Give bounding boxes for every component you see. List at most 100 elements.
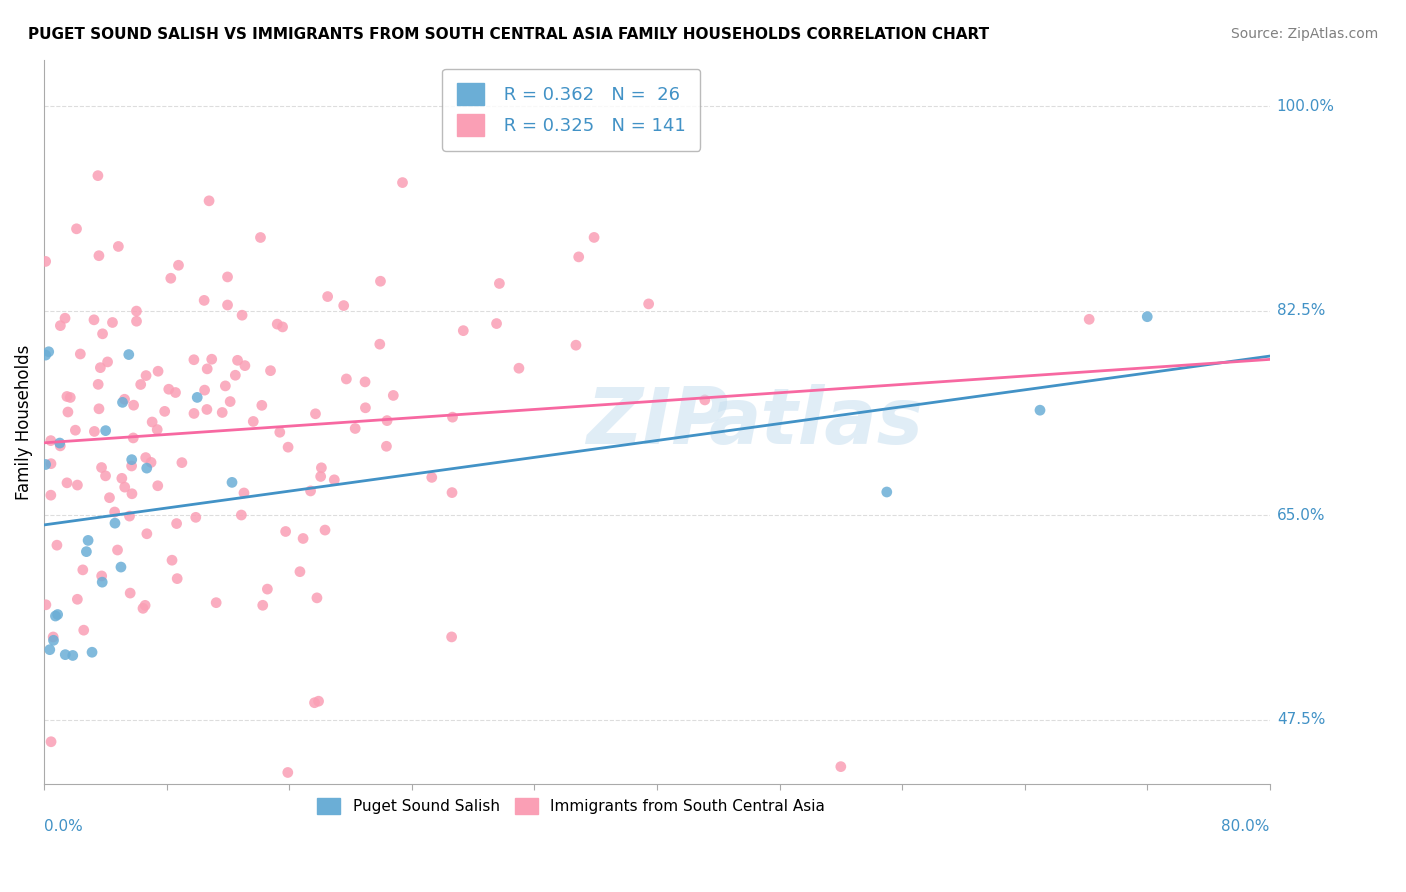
Point	[166, 572, 188, 586]
Point	[382, 388, 405, 402]
Point	[167, 258, 190, 272]
Point	[80, 645, 103, 659]
Point	[159, 271, 181, 285]
Legend: Puget Sound Salish, Immigrants from South Central Asia: Puget Sound Salish, Immigrants from Sout…	[311, 792, 831, 820]
Point	[139, 455, 162, 469]
Point	[565, 338, 588, 352]
Point	[485, 317, 508, 331]
Point	[132, 601, 155, 615]
Point	[87, 169, 110, 183]
Text: 0.0%: 0.0%	[44, 819, 83, 834]
Point	[53, 311, 76, 326]
Point	[48, 436, 70, 450]
Point	[75, 544, 97, 558]
Point	[269, 425, 291, 440]
Point	[65, 222, 87, 236]
Point	[308, 694, 330, 708]
Point	[90, 569, 112, 583]
Point	[277, 765, 299, 780]
Point	[87, 377, 110, 392]
Point	[65, 423, 87, 437]
Point	[135, 461, 157, 475]
Point	[135, 526, 157, 541]
Point	[94, 424, 117, 438]
Point	[453, 324, 475, 338]
Point	[56, 475, 79, 490]
Point	[121, 487, 143, 501]
Point	[231, 308, 253, 322]
Point	[354, 375, 377, 389]
Point	[876, 485, 898, 500]
Point	[304, 696, 326, 710]
Point	[94, 468, 117, 483]
Point	[39, 735, 62, 749]
Point	[42, 630, 65, 644]
Point	[46, 607, 69, 622]
Point	[332, 299, 354, 313]
Point	[205, 596, 228, 610]
Point	[42, 633, 65, 648]
Point	[111, 395, 134, 409]
Point	[125, 304, 148, 318]
Point	[508, 361, 530, 376]
Point	[34, 458, 56, 472]
Point	[35, 598, 58, 612]
Point	[568, 250, 591, 264]
Point	[256, 582, 278, 596]
Point	[211, 405, 233, 419]
Point	[160, 553, 183, 567]
Point	[134, 599, 156, 613]
Point	[194, 383, 217, 397]
Text: ZIP: ZIP	[586, 384, 728, 460]
Point	[53, 648, 76, 662]
Point	[1136, 310, 1159, 324]
Point	[375, 439, 398, 453]
Point	[183, 406, 205, 420]
Point	[90, 460, 112, 475]
Point	[193, 293, 215, 308]
Point	[323, 473, 346, 487]
Point	[62, 648, 84, 663]
Point	[146, 364, 169, 378]
Point	[83, 425, 105, 439]
Point	[39, 457, 62, 471]
Text: 65.0%: 65.0%	[1277, 508, 1326, 523]
Text: 80.0%: 80.0%	[1222, 819, 1270, 834]
Point	[198, 194, 221, 208]
Point	[252, 599, 274, 613]
Point	[316, 289, 339, 303]
Point	[226, 353, 249, 368]
Point	[304, 407, 326, 421]
Point	[441, 410, 464, 425]
Point	[231, 508, 253, 522]
Point	[104, 516, 127, 531]
Text: atlas: atlas	[709, 384, 924, 460]
Point	[146, 479, 169, 493]
Point	[305, 591, 328, 605]
Point	[104, 505, 127, 519]
Point	[830, 759, 852, 773]
Point	[135, 368, 157, 383]
Point	[114, 480, 136, 494]
Point	[89, 360, 111, 375]
Point	[274, 524, 297, 539]
Point	[583, 230, 606, 244]
Point	[335, 372, 357, 386]
Point	[170, 456, 193, 470]
Point	[186, 391, 208, 405]
Point	[125, 314, 148, 328]
Point	[69, 347, 91, 361]
Point	[118, 509, 141, 524]
Point	[39, 488, 62, 502]
Point	[637, 297, 659, 311]
Point	[72, 563, 94, 577]
Point	[38, 642, 60, 657]
Point	[34, 348, 56, 362]
Point	[44, 609, 66, 624]
Point	[370, 274, 392, 288]
Point	[87, 401, 110, 416]
Point	[354, 401, 377, 415]
Point	[49, 318, 72, 333]
Point	[242, 414, 264, 428]
Point	[121, 458, 143, 473]
